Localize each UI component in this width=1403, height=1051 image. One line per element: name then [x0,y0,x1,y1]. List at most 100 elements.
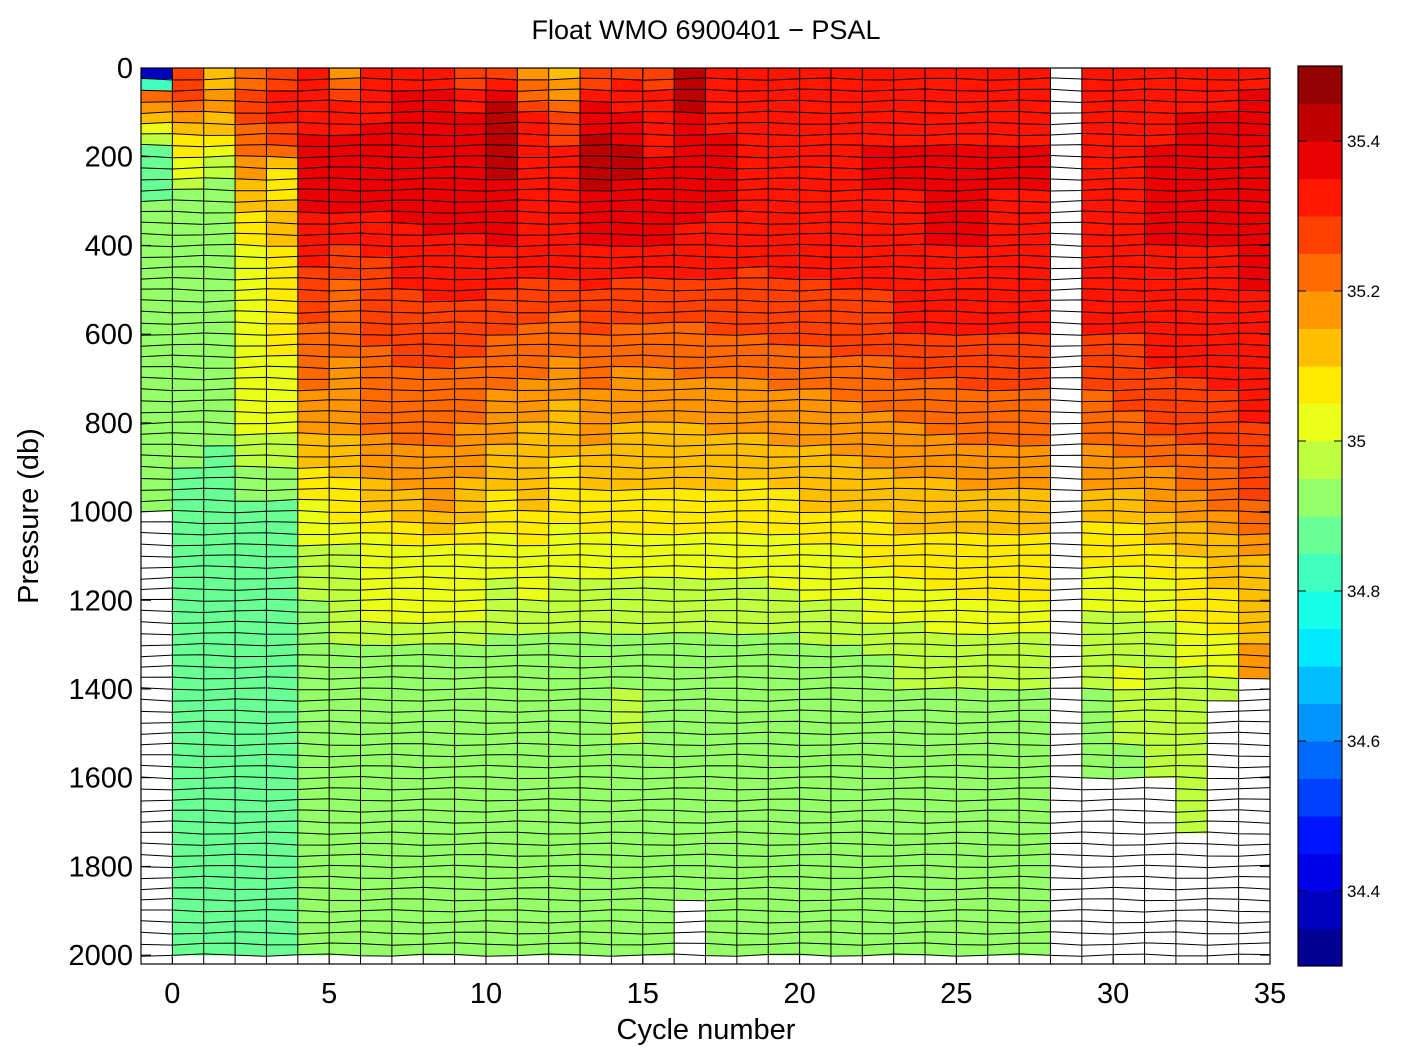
heatmap-cell [297,445,330,457]
heatmap-cell [172,655,205,668]
heatmap-cell [454,112,487,124]
heatmap-cell [548,744,581,756]
heatmap-cell [454,500,487,512]
heatmap-cell [642,600,675,612]
heatmap-cell [830,533,863,546]
heatmap-cell [517,68,550,80]
heatmap-cell [548,522,581,535]
heatmap-cell [862,422,895,435]
heatmap-cell [423,323,456,335]
heatmap-cell [580,511,612,524]
heatmap-cell [611,810,644,823]
heatmap-cell [517,156,550,169]
heatmap-cell [454,722,487,734]
heatmap-cell [548,400,581,413]
heatmap-cell [235,445,267,457]
heatmap-cell [799,389,832,402]
heatmap-cell [329,68,361,80]
heatmap-cell [203,389,236,402]
heatmap-cell [235,589,267,601]
heatmap-cell [1019,522,1051,535]
heatmap-cell [893,223,926,235]
heatmap-cell [925,79,957,91]
heatmap-cell [736,123,769,135]
heatmap-cell [1207,688,1240,701]
heatmap-cell [705,389,738,402]
heatmap-cell [1144,677,1177,690]
heatmap-cell [768,433,800,446]
heatmap-cell [423,123,456,135]
heatmap-cell [454,533,487,546]
heatmap-cell [391,511,424,524]
heatmap-cell [987,234,1020,246]
heatmap-cell [454,400,487,413]
heatmap-cell [360,500,393,512]
heatmap-cell [141,189,173,202]
heatmap-cell [360,855,393,867]
heatmap-cell [391,445,424,457]
heatmap-cell [360,611,393,623]
heatmap-cell [580,799,612,812]
heatmap-cell [1175,445,1208,457]
heatmap-cell [611,323,644,335]
heatmap-cell [580,378,612,390]
heatmap-cell [391,866,424,878]
heatmap-cell [642,688,675,701]
heatmap-cell [956,744,989,756]
heatmap-cell [297,666,330,679]
heatmap-cell [768,123,800,135]
heatmap-cell [736,189,769,202]
heatmap-cell [611,511,644,524]
heatmap-cell [799,822,832,834]
heatmap-cell [360,888,393,901]
heatmap-cell [799,467,832,479]
heatmap-cell [736,300,769,313]
heatmap-cell [736,799,769,812]
heatmap-cell [235,578,267,590]
heatmap-cell [611,489,644,501]
heatmap-cell [642,700,675,712]
heatmap-cell [1207,633,1240,646]
heatmap-cell [1175,234,1208,246]
heatmap-cell [956,899,989,912]
heatmap-cell [517,533,550,546]
heatmap-cell [297,833,330,845]
heatmap-cell [611,189,644,202]
heatmap-cell [736,611,769,623]
heatmap-cell [1019,810,1051,823]
heatmap-cell [266,400,299,413]
heatmap-cell [360,234,393,246]
heatmap-cell [517,600,550,612]
heatmap-cell [360,311,393,324]
heatmap-cell [423,644,456,657]
heatmap-cell [799,544,832,557]
heatmap-cell [862,555,895,568]
heatmap-cell [956,511,989,524]
heatmap-cell [987,311,1020,324]
heatmap-cell [893,644,926,657]
heatmap-cell [674,389,706,402]
heatmap-cell [799,378,832,390]
heatmap-cell [423,788,456,801]
heatmap-cell [517,733,550,745]
heatmap-cell [893,910,926,923]
heatmap-cell [925,810,957,823]
heatmap-cell [360,511,393,524]
heatmap-cell [611,256,644,268]
heatmap-cell [736,810,769,823]
heatmap-cell [674,189,706,202]
heatmap-cell [391,533,424,546]
heatmap-cell [893,666,926,679]
heatmap-cell [266,589,299,601]
heatmap-cell [987,910,1020,923]
heatmap-cell [987,478,1020,490]
heatmap-cell [1113,90,1145,102]
heatmap-cell [360,899,393,912]
heatmap-cell [1019,334,1051,346]
heatmap-cell [1113,467,1145,479]
heatmap-cell [705,411,738,424]
heatmap-cell [1238,334,1271,346]
heatmap-cell [736,323,769,335]
heatmap-cell [956,367,989,379]
heatmap-cell [642,234,675,246]
